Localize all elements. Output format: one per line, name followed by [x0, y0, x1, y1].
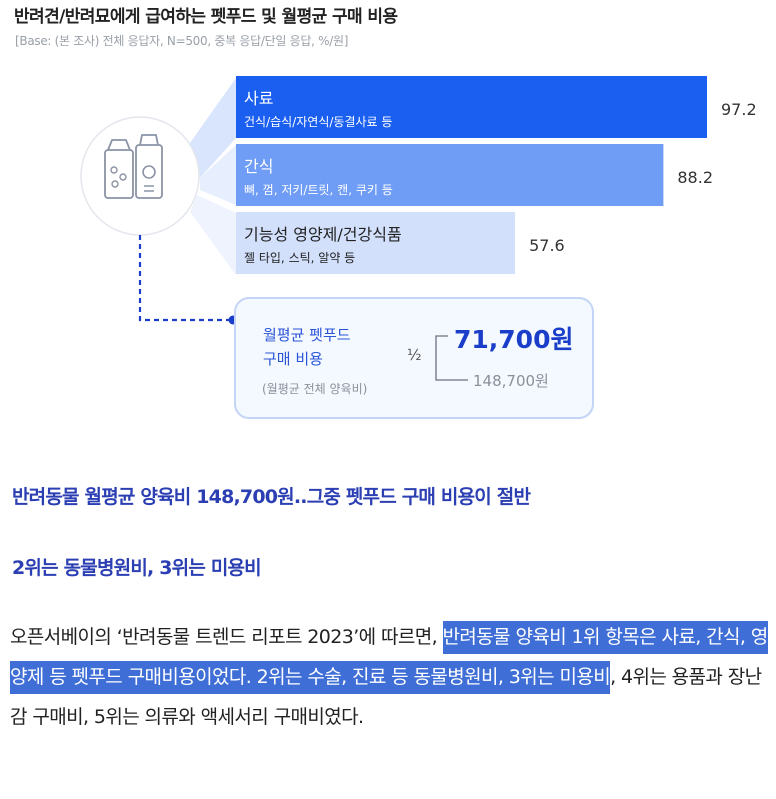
bar-category-label: 간식 [244, 157, 273, 176]
fraction-label: ½ [407, 346, 422, 364]
chart-base-note: [Base: (본 조사) 전체 응답자, N=500, 중복 응답/단일 응답… [15, 34, 349, 48]
article-headline-1: 반려동물 월평균 양육비 148,700원..그중 펫푸드 구매 비용이 절반 [12, 486, 531, 508]
bar-value-label: 97.2 [721, 100, 757, 119]
paragraph-text-2: , 4위는 용품과 장난감 구매비, 5위는 의류와 액세서리 구매비였다. [10, 666, 762, 728]
cost-box-sub-label: (월평균 전체 양육비) [262, 382, 367, 396]
bar-category-label: 기능성 영양제/건강식품 [244, 225, 402, 244]
bar-detail-label: 젤 타입, 스틱, 알약 등 [244, 250, 355, 265]
bar-value-label: 57.6 [529, 236, 565, 255]
bar-detail-label: 뼈, 껌, 저키/트릿, 캔, 쿠키 등 [244, 183, 393, 197]
pet-food-chart: 반려견/반려묘에게 급여하는 펫푸드 및 월평균 구매 비용 [Base: (본… [14, 7, 757, 419]
funnel-connectors [185, 78, 236, 275]
cost-box-label-1: 월평균 펫푸드 [263, 326, 351, 344]
petfood-cost-value: 71,700원 [454, 325, 573, 354]
bar-category-label: 사료 [244, 89, 273, 108]
bar-2 [236, 144, 664, 206]
bar-detail-label: 건식/습식/자연식/동결사료 등 [244, 115, 392, 129]
fraction-bracket [435, 335, 468, 381]
cost-box: 월평균 펫푸드 구매 비용 (월평균 전체 양육비) ½ 71,700원 148… [234, 297, 594, 419]
article-headline-2: 2위는 동물병원비, 3위는 미용비 [12, 557, 262, 579]
pet-food-icon [80, 116, 200, 236]
chart-title: 반려견/반려묘에게 급여하는 펫푸드 및 월평균 구매 비용 [14, 7, 398, 27]
bar-1 [236, 76, 707, 138]
total-cost-value: 148,700원 [473, 372, 549, 390]
dashed-connector [138, 235, 233, 322]
article-paragraph: 오픈서베이의 ‘반려동물 트렌드 리포트 2023’에 따르면, 반려동물 양육… [10, 617, 770, 737]
bar-3 [236, 212, 516, 274]
paragraph-text-1: 오픈서베이의 ‘반려동물 트렌드 리포트 2023’에 따르면, [10, 626, 443, 648]
bar-value-label: 88.2 [677, 168, 713, 187]
cost-box-label-2: 구매 비용 [263, 350, 323, 368]
